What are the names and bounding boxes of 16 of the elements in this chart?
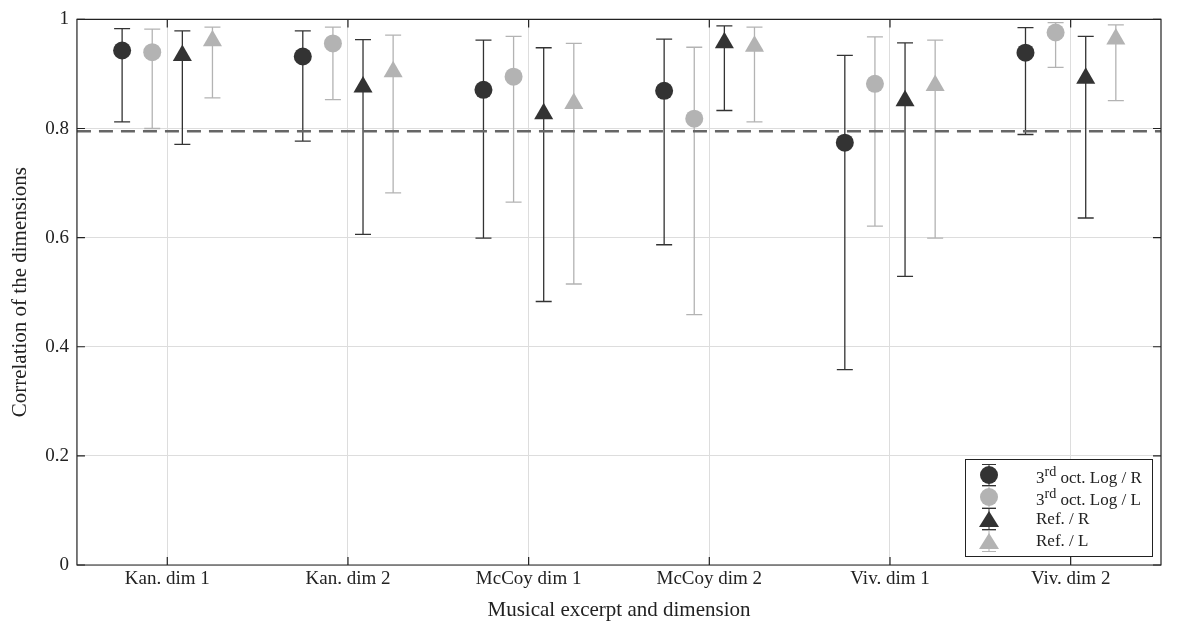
y-tick-label: 0.2	[45, 443, 69, 465]
legend-label: Ref. / L	[1036, 531, 1089, 551]
x-tick-label: Viv. dim 2	[1030, 567, 1111, 589]
y-tick-label: 0.8	[45, 116, 69, 138]
x-axis-title: Musical excerpt and dimension	[487, 596, 751, 621]
y-axis-title: Correlation of the dimensions	[7, 167, 32, 418]
legend-label: Ref. / R	[1036, 509, 1090, 529]
x-tick-label: Kan. dim 2	[305, 567, 391, 589]
y-tick-label: 0	[59, 552, 69, 574]
x-tick-label: McCoy dim 2	[656, 567, 763, 589]
x-tick-label: Viv. dim 1	[850, 567, 930, 589]
y-tick-label: 0.6	[45, 225, 69, 247]
x-tick-label: Kan. dim 1	[124, 567, 210, 589]
y-tick-label: 0.4	[45, 334, 70, 356]
x-tick-label: McCoy dim 1	[475, 567, 582, 589]
y-tick-label: 1	[59, 7, 69, 29]
